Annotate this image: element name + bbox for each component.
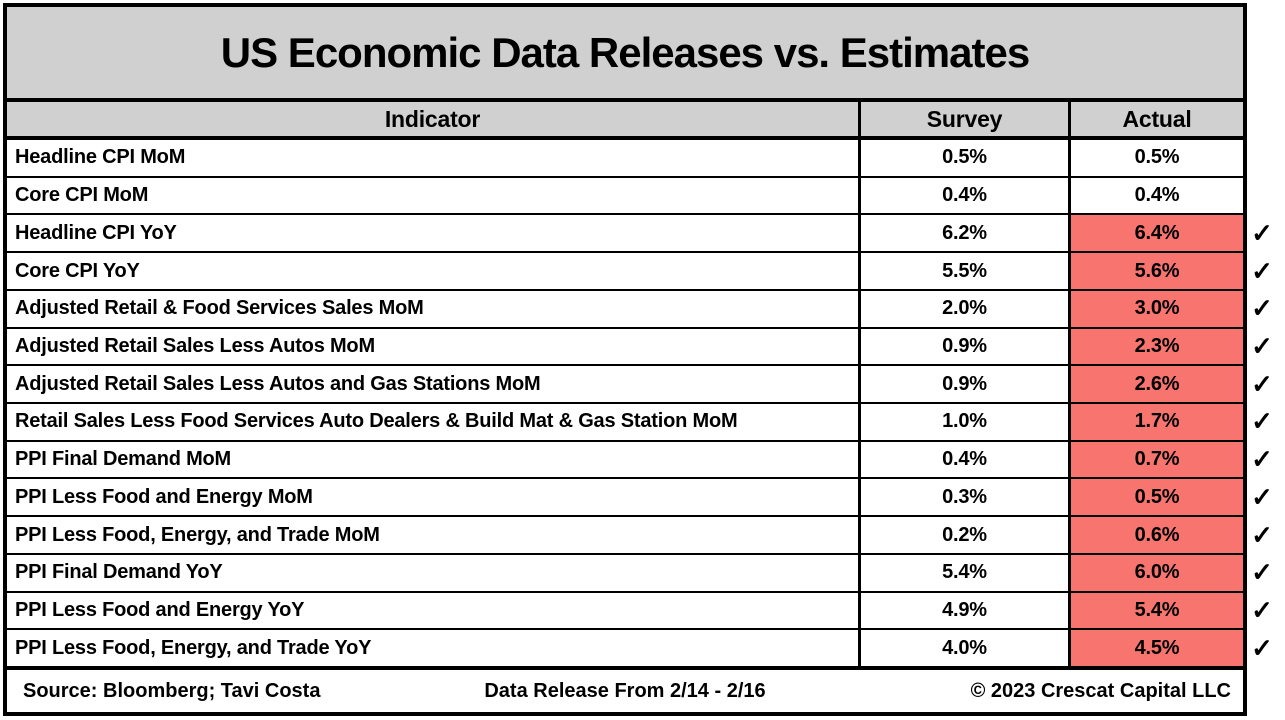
indicator-cell: Headline CPI MoM: [15, 146, 186, 169]
actual-cell: 6.0%: [1068, 554, 1243, 591]
footer-release-range: Data Release From 2/14 - 2/16: [484, 679, 766, 702]
beat-checkmark-icon: ✓: [1251, 293, 1273, 324]
indicator-cell: PPI Less Food and Energy YoY: [15, 598, 305, 621]
beat-checkmark-icon: ✓: [1251, 481, 1273, 512]
indicator-cell: Adjusted Retail & Food Services Sales Mo…: [15, 297, 424, 320]
beat-checkmark-icon: ✓: [1251, 444, 1273, 475]
actual-cell: 0.4%: [1068, 177, 1243, 214]
indicator-cell: Adjusted Retail Sales Less Autos and Gas…: [15, 372, 541, 395]
survey-cell: 0.2%: [858, 517, 1068, 553]
table-row: PPI Less Food, Energy, and Trade MoM 0.2…: [7, 517, 1273, 555]
indicator-cell: PPI Less Food, Energy, and Trade YoY: [15, 636, 372, 659]
survey-cell: 5.5%: [858, 253, 1068, 289]
indicator-cell: Retail Sales Less Food Services Auto Dea…: [15, 410, 738, 433]
survey-cell: 6.2%: [858, 215, 1068, 252]
indicator-cell: PPI Final Demand MoM: [15, 448, 232, 471]
actual-cell: 2.6%: [1068, 366, 1243, 403]
beat-checkmark-icon: ✓: [1251, 406, 1273, 437]
survey-cell: 2.0%: [858, 290, 1068, 327]
beat-checkmark-icon: ✓: [1251, 255, 1273, 286]
beat-checkmark-icon: ✓: [1251, 519, 1273, 550]
column-header-survey: Survey: [858, 102, 1068, 136]
actual-cell: 1.7%: [1068, 404, 1243, 440]
actual-cell: 2.3%: [1068, 328, 1243, 365]
table-row: Retail Sales Less Food Services Auto Dea…: [7, 404, 1273, 442]
table-row: Core CPI YoY 5.5% 5.6% ✓: [7, 253, 1273, 291]
indicator-cell: PPI Final Demand YoY: [15, 561, 223, 584]
survey-cell: 4.0%: [858, 630, 1068, 667]
table-row: PPI Less Food and Energy MoM 0.3% 0.5% ✓: [7, 479, 1273, 518]
actual-cell: 0.5%: [1068, 479, 1243, 516]
actual-cell: 4.5%: [1068, 630, 1243, 667]
survey-cell: 0.4%: [858, 177, 1068, 214]
survey-cell: 0.9%: [858, 328, 1068, 365]
indicator-cell: Core CPI MoM: [15, 184, 149, 207]
beat-checkmark-icon: ✓: [1251, 594, 1273, 625]
table-row: PPI Less Food and Energy YoY 4.9% 5.4% ✓: [7, 592, 1273, 631]
table-row: PPI Final Demand MoM 0.4% 0.7% ✓: [7, 441, 1273, 480]
beat-checkmark-icon: ✓: [1251, 330, 1273, 361]
column-header-actual: Actual: [1068, 102, 1243, 136]
footer-source: Source: Bloomberg; Tavi Costa: [23, 679, 321, 702]
survey-cell: 0.3%: [858, 479, 1068, 516]
table-row: Adjusted Retail Sales Less Autos and Gas…: [7, 366, 1273, 405]
indicator-cell: PPI Less Food and Energy MoM: [15, 485, 313, 508]
table-row: Adjusted Retail & Food Services Sales Mo…: [7, 290, 1273, 329]
title-band: US Economic Data Releases vs. Estimates: [7, 7, 1243, 102]
survey-cell: 1.0%: [858, 404, 1068, 440]
beat-checkmark-icon: ✓: [1251, 217, 1273, 248]
indicator-cell: Core CPI YoY: [15, 259, 140, 282]
survey-cell: 0.9%: [858, 366, 1068, 403]
actual-cell: 0.6%: [1068, 517, 1243, 553]
beat-checkmark-icon: ✓: [1251, 557, 1273, 588]
actual-cell: 6.4%: [1068, 215, 1243, 252]
indicator-cell: Headline CPI YoY: [15, 221, 177, 244]
actual-cell: 5.4%: [1068, 592, 1243, 629]
indicator-cell: Adjusted Retail Sales Less Autos MoM: [15, 334, 375, 357]
beat-checkmark-icon: [1243, 140, 1281, 176]
survey-cell: 4.9%: [858, 592, 1068, 629]
beat-checkmark-icon: ✓: [1251, 368, 1273, 399]
table-rows: Headline CPI MoM 0.5% 0.5% Core CPI MoM …: [7, 140, 1273, 667]
table-header-row: Indicator Survey Actual: [7, 102, 1243, 140]
actual-cell: 3.0%: [1068, 290, 1243, 327]
survey-cell: 0.4%: [858, 441, 1068, 478]
survey-cell: 0.5%: [858, 140, 1068, 176]
footer-copyright: © 2023 Crescat Capital LLC: [970, 679, 1231, 702]
economic-data-table: US Economic Data Releases vs. Estimates …: [3, 3, 1273, 716]
table-row: PPI Less Food, Energy, and Trade YoY 4.0…: [7, 630, 1273, 667]
table-row: Adjusted Retail Sales Less Autos MoM 0.9…: [7, 328, 1273, 367]
beat-checkmark-icon: ✓: [1251, 632, 1273, 663]
survey-cell: 5.4%: [858, 554, 1068, 591]
page-title: US Economic Data Releases vs. Estimates: [220, 28, 1030, 76]
table-row: Core CPI MoM 0.4% 0.4%: [7, 177, 1243, 216]
actual-cell: 5.6%: [1068, 253, 1243, 289]
column-header-indicator: Indicator: [384, 105, 481, 132]
beat-checkmark-icon: [1243, 178, 1281, 214]
table-footer: Source: Bloomberg; Tavi Costa Data Relea…: [7, 666, 1243, 712]
actual-cell: 0.5%: [1068, 140, 1243, 176]
actual-cell: 0.7%: [1068, 441, 1243, 478]
indicator-cell: PPI Less Food, Energy, and Trade MoM: [15, 523, 380, 546]
table-row: PPI Final Demand YoY 5.4% 6.0% ✓: [7, 554, 1273, 593]
table-row: Headline CPI YoY 6.2% 6.4% ✓: [7, 215, 1273, 254]
table-row: Headline CPI MoM 0.5% 0.5%: [7, 140, 1243, 178]
